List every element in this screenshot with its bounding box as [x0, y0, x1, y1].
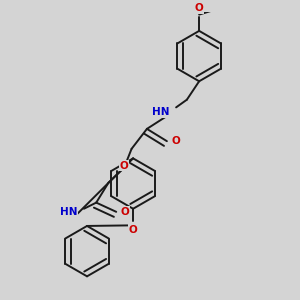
- Text: O: O: [129, 225, 137, 235]
- Text: O: O: [195, 3, 203, 13]
- Text: O: O: [119, 161, 128, 171]
- Text: HN: HN: [60, 207, 78, 217]
- Text: O: O: [121, 207, 130, 217]
- Text: HN: HN: [152, 107, 170, 117]
- Text: O: O: [172, 136, 180, 146]
